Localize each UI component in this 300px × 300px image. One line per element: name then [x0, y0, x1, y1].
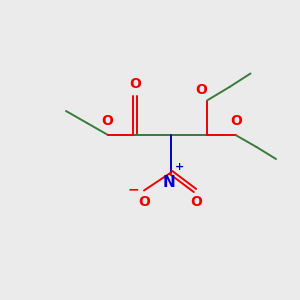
Text: O: O — [196, 83, 208, 97]
Text: O: O — [190, 195, 202, 209]
Text: +: + — [175, 162, 184, 172]
Text: −: − — [128, 182, 139, 196]
Text: N: N — [163, 175, 176, 190]
Text: O: O — [101, 114, 113, 128]
Text: O: O — [138, 195, 150, 209]
Text: O: O — [230, 114, 242, 128]
Text: O: O — [129, 76, 141, 91]
